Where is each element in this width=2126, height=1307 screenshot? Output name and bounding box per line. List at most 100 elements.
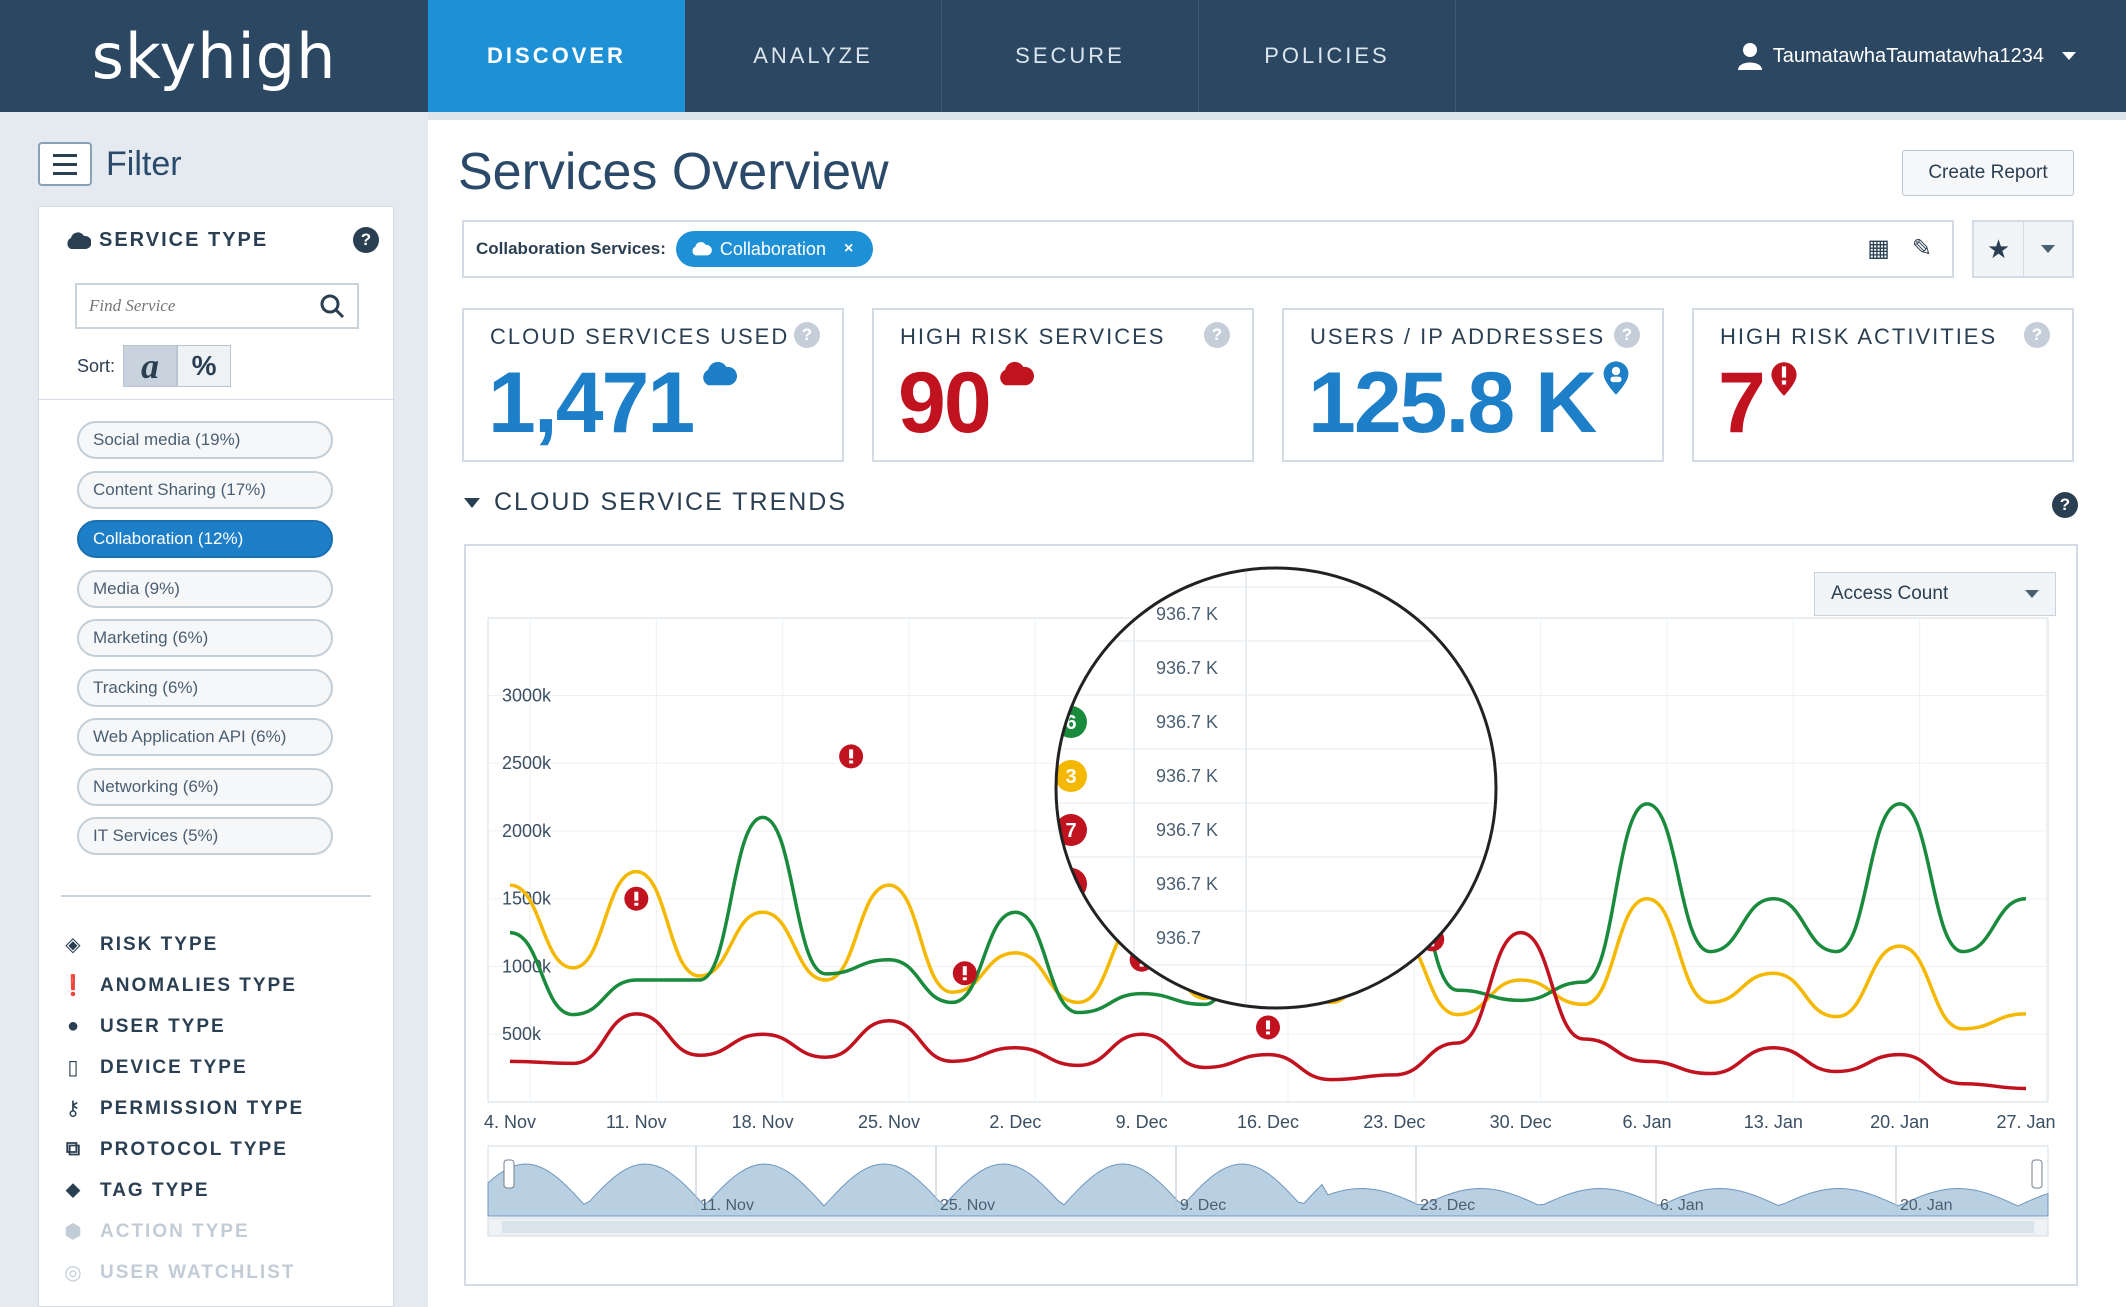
alert-marker-icon <box>962 966 967 976</box>
user-pin-icon <box>1603 361 1629 395</box>
x-tick-label: 27. Jan <box>1996 1112 2055 1132</box>
magnifier-row-value: 936.7 K <box>1156 874 1218 894</box>
sort-percent-button[interactable]: % <box>177 345 232 387</box>
favorites-dropdown[interactable] <box>2022 222 2072 276</box>
code-icon: ⧉ <box>65 1138 83 1160</box>
cloud-icon <box>999 361 1034 386</box>
magnifier-row-value: 936.7 K <box>1156 820 1218 840</box>
filter-chip[interactable]: Collaboration × <box>675 231 874 267</box>
tab-discover[interactable]: DISCOVER <box>428 0 685 112</box>
x-tick-label: 9. Dec <box>1116 1112 1168 1132</box>
navigator-handle-left[interactable] <box>503 1159 515 1189</box>
help-icon[interactable]: ? <box>1614 322 1640 348</box>
service-filter-item[interactable]: Content Sharing (17%) <box>77 470 333 509</box>
tag-icon: ⬥ <box>66 1179 82 1201</box>
filter-device-type[interactable]: ▯ DEVICE TYPE <box>62 1047 304 1088</box>
magnifier-lens <box>1056 568 1496 1008</box>
service-filter-item[interactable]: Tracking (6%) <box>77 668 333 707</box>
x-tick-label: 2. Dec <box>989 1112 1041 1132</box>
kpi-users-ip-addresses: USERS / IP ADDRESSES ? 125.8 K <box>1282 308 1664 462</box>
sort-alpha-button[interactable]: a <box>123 345 178 387</box>
cloud-icon <box>67 231 91 249</box>
top-navigation: skyhigh DISCOVER ANALYZE SECURE POLICIES… <box>0 0 2126 112</box>
chevron-down-icon <box>2062 52 2076 60</box>
search-icon[interactable] <box>319 293 345 319</box>
y-tick-label: 500k <box>502 1024 542 1044</box>
menu-icon[interactable] <box>38 142 92 186</box>
filter-sidebar: Filter SERVICE TYPE ? Sort: a % Social m… <box>0 112 428 1307</box>
create-report-button[interactable]: Create Report <box>1902 150 2074 196</box>
navigator-label: 20. Jan <box>1900 1197 1952 1214</box>
user-menu[interactable]: TaumatawhaTaumatawha1234 <box>1737 0 2076 112</box>
page-title: Services Overview <box>458 143 889 201</box>
filter-protocol-type[interactable]: ⧉ PROTOCOL TYPE <box>62 1129 304 1170</box>
tab-secure[interactable]: SECURE <box>942 0 1199 112</box>
sort-control: Sort: a % <box>77 345 232 387</box>
tab-analyze[interactable]: ANALYZE <box>685 0 942 112</box>
y-tick-label: 2000k <box>502 821 552 841</box>
metric-select[interactable]: Access Count <box>1814 572 2056 616</box>
close-icon[interactable]: × <box>843 240 854 257</box>
service-type-header[interactable]: SERVICE TYPE <box>65 229 268 252</box>
help-icon[interactable]: ? <box>353 227 379 253</box>
kpi-value: 7 <box>1718 355 1766 451</box>
chevron-down-icon <box>2025 590 2039 598</box>
alert-marker-icon <box>634 902 639 906</box>
help-icon[interactable]: ? <box>1204 322 1230 348</box>
service-filter-item[interactable]: Networking (6%) <box>77 767 333 806</box>
trends-title: CLOUD SERVICE TRENDS <box>494 488 848 516</box>
kpi-high-risk-services: HIGH RISK SERVICES ? 90 <box>872 308 1254 462</box>
service-filter-item[interactable]: Media (9%) <box>77 569 333 608</box>
help-icon[interactable]: ? <box>794 322 820 348</box>
kpi-high-risk-activities: HIGH RISK ACTIVITIES ? 7 <box>1692 308 2074 462</box>
filter-risk-type[interactable]: ◈ RISK TYPE <box>62 924 304 965</box>
service-filter-item[interactable]: Social media (19%) <box>77 421 333 459</box>
find-service-input[interactable] <box>89 296 289 316</box>
filter-user-type[interactable]: ● USER TYPE <box>62 1006 304 1047</box>
filter-title: Filter <box>106 144 182 183</box>
filter-tag-type[interactable]: ⬥ TAG TYPE <box>62 1170 304 1211</box>
x-tick-label: 18. Nov <box>732 1112 794 1132</box>
service-filter-item[interactable]: Collaboration (12%) <box>77 520 333 558</box>
y-tick-label: 1000k <box>502 956 552 976</box>
service-filter-item[interactable]: IT Services (5%) <box>77 817 333 855</box>
help-icon[interactable]: ? <box>2052 492 2078 518</box>
navigator-label: 23. Dec <box>1420 1197 1475 1214</box>
navigator-series <box>487 1163 2049 1217</box>
risk-score-badge <box>1056 760 1087 792</box>
x-tick-label: 6. Jan <box>1622 1112 1671 1132</box>
filter-anomalies-type[interactable]: ❗ ANOMALIES TYPE <box>60 974 297 998</box>
logo[interactable]: skyhigh <box>91 19 337 93</box>
alert-marker-icon <box>962 977 967 981</box>
user-icon <box>1737 43 1762 70</box>
navigator-label: 6. Jan <box>1660 1197 1704 1214</box>
help-icon[interactable]: ? <box>2024 322 2050 348</box>
x-tick-label: 30. Dec <box>1490 1112 1552 1132</box>
service-filter-item[interactable]: Web Application API (6%) <box>77 718 333 756</box>
header-shadow <box>428 112 2126 120</box>
main-content: Services Overview Create Report Collabor… <box>428 112 2126 1307</box>
x-tick-label: 16. Dec <box>1237 1112 1299 1132</box>
navigator-scrollbar-thumb[interactable] <box>502 1221 2034 1233</box>
favorites-control: ★ <box>1972 220 2074 278</box>
filter-categories: ◈ RISK TYPE ❗ ANOMALIES TYPE ● USER TYPE ▯ D… <box>60 924 304 1293</box>
divider <box>39 399 393 400</box>
filter-permission-type[interactable]: ⚷ PERMISSION TYPE <box>62 1088 304 1129</box>
pencil-icon[interactable]: ✎ <box>1911 235 1932 262</box>
alert-marker-icon <box>1139 963 1144 967</box>
navigator-label: 11. Nov <box>700 1197 754 1214</box>
magnifier-row-label: Collaboration <box>898 550 1004 570</box>
navigator-label: 25. Nov <box>940 1197 995 1214</box>
service-filter-item[interactable]: Marketing (6%) <box>77 619 333 657</box>
magnifier-row-value: 936.7 K <box>1156 766 1218 786</box>
user-icon: ● <box>66 1015 82 1037</box>
tab-policies[interactable]: POLICIES <box>1199 0 1456 112</box>
calendar-icon[interactable]: ▦ <box>1867 235 1890 262</box>
divider <box>61 895 371 897</box>
risk-score-value: 6 <box>1065 712 1076 734</box>
navigator-handle-right[interactable] <box>2031 1159 2043 1189</box>
kpi-cloud-services-used: CLOUD SERVICES USED ? 1,471 <box>462 308 844 462</box>
x-tick-label: 25. Nov <box>858 1112 920 1132</box>
trends-section-toggle[interactable]: CLOUD SERVICE TRENDS <box>464 488 847 517</box>
star-icon[interactable]: ★ <box>1974 222 2023 276</box>
